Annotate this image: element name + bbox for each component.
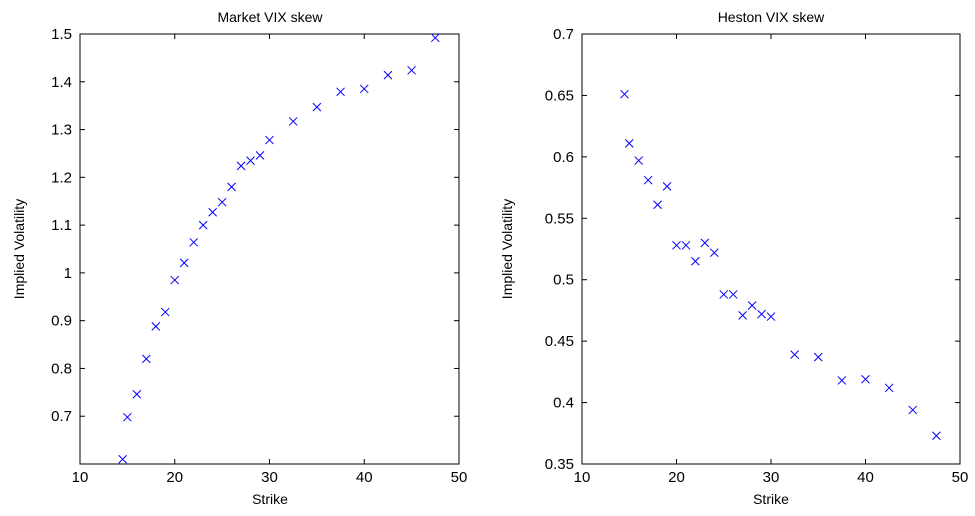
data-point [123,412,132,422]
chart-title: Market VIX skew [217,9,323,25]
data-point [179,258,189,268]
data-point [160,307,170,317]
data-point [132,389,142,399]
y-tick-label: 1.3 [51,122,72,139]
data-point [620,89,629,99]
data-point [766,312,776,321]
data-point [813,352,823,362]
y-tick-label: 0.45 [545,333,574,350]
data-point [189,237,199,247]
x-tick-label: 10 [72,469,89,486]
x-tick-label: 40 [857,469,874,486]
data-point [265,135,274,145]
y-tick-label: 1.2 [51,169,72,186]
data-point [728,290,738,299]
x-axis-label: Strike [252,491,288,507]
chart-title: Heston VIX skew [718,9,825,25]
data-point [255,151,265,160]
y-tick-label: 0.7 [51,408,72,425]
y-tick-label: 0.7 [553,26,574,43]
x-tick-label: 10 [574,469,591,486]
data-point [691,256,700,266]
data-point [170,275,180,285]
data-point [908,405,918,415]
y-tick-label: 0.8 [51,360,72,377]
data-point [672,240,681,250]
data-point [653,200,662,210]
x-tick-label: 50 [451,469,468,486]
data-point [884,383,894,393]
data-point [861,374,870,384]
y-tick-label: 1 [64,265,72,282]
data-point [790,350,799,360]
data-point [288,117,298,126]
data-point [700,238,710,248]
y-axis-label: Implied Volatility [11,199,27,299]
x-tick-label: 20 [166,469,183,486]
data-point [246,156,255,165]
y-tick-label: 0.5 [553,272,574,289]
data-point [624,138,634,148]
data-point [643,175,653,185]
data-point [217,197,227,207]
data-point [227,182,236,192]
data-point [738,310,748,320]
heston-vix-skew-panel: Heston VIX skew Strike Implied Volatilit… [499,9,968,507]
y-tick-label: 0.35 [545,456,574,473]
data-point [151,322,161,331]
data-point [837,376,847,385]
x-tick-label: 20 [668,469,685,486]
x-tick-label: 40 [356,469,373,486]
data-point [932,431,941,441]
data-point [236,161,246,171]
data-point [430,33,440,43]
y-tick-label: 0.9 [51,313,72,330]
y-tick-label: 1.1 [51,217,72,234]
plot-area [581,33,961,465]
data-point [312,102,322,112]
data-point [681,240,691,250]
plot-area [79,33,460,465]
x-tick-label: 30 [763,469,780,486]
y-tick-label: 0.4 [553,395,574,412]
y-tick-label: 1.4 [51,74,72,91]
x-tick-label: 50 [952,469,969,486]
data-point [383,70,393,80]
data-point [141,354,151,364]
y-tick-label: 1.5 [51,26,72,43]
x-tick-label: 30 [261,469,278,486]
data-point [118,454,127,464]
data-point [757,309,766,319]
data-point [208,207,218,217]
data-point [747,301,757,310]
x-axis-label: Strike [753,491,789,507]
data-point [359,84,369,94]
y-tick-label: 0.6 [553,149,574,166]
data-point [407,65,416,75]
data-point [709,248,719,258]
data-point [198,220,208,230]
data-point [336,87,345,97]
market-vix-skew-panel: Market VIX skew Strike Implied Volatilit… [11,9,467,507]
y-tick-label: 0.65 [545,87,574,104]
data-point [634,156,644,165]
y-tick-label: 0.55 [545,210,574,227]
data-point [719,290,729,299]
y-axis-label: Implied Volatility [499,199,515,299]
data-point [662,181,672,191]
